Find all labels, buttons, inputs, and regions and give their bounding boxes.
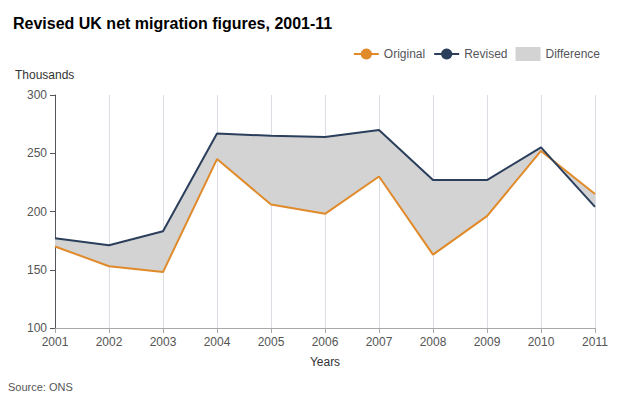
svg-text:2008: 2008 — [420, 335, 447, 349]
svg-text:Source: ONS: Source: ONS — [8, 381, 73, 393]
svg-text:200: 200 — [27, 205, 47, 219]
svg-text:2009: 2009 — [474, 335, 501, 349]
svg-text:250: 250 — [27, 146, 47, 160]
svg-text:2007: 2007 — [366, 335, 393, 349]
svg-text:Revised UK net migration figur: Revised UK net migration figures, 2001-1… — [13, 15, 332, 32]
svg-text:2011: 2011 — [582, 335, 608, 349]
svg-text:Revised: Revised — [464, 47, 507, 61]
svg-text:2006: 2006 — [312, 335, 339, 349]
svg-text:Original: Original — [384, 47, 425, 61]
svg-text:2001: 2001 — [42, 335, 69, 349]
svg-text:2004: 2004 — [204, 335, 231, 349]
svg-text:2002: 2002 — [96, 335, 123, 349]
svg-text:Difference: Difference — [546, 47, 601, 61]
svg-text:2005: 2005 — [258, 335, 285, 349]
svg-text:300: 300 — [27, 88, 47, 102]
svg-text:100: 100 — [27, 321, 47, 335]
svg-text:Years: Years — [310, 355, 340, 369]
svg-text:2003: 2003 — [150, 335, 177, 349]
svg-text:150: 150 — [27, 263, 47, 277]
svg-text:2010: 2010 — [528, 335, 555, 349]
svg-text:Thousands: Thousands — [15, 68, 74, 82]
